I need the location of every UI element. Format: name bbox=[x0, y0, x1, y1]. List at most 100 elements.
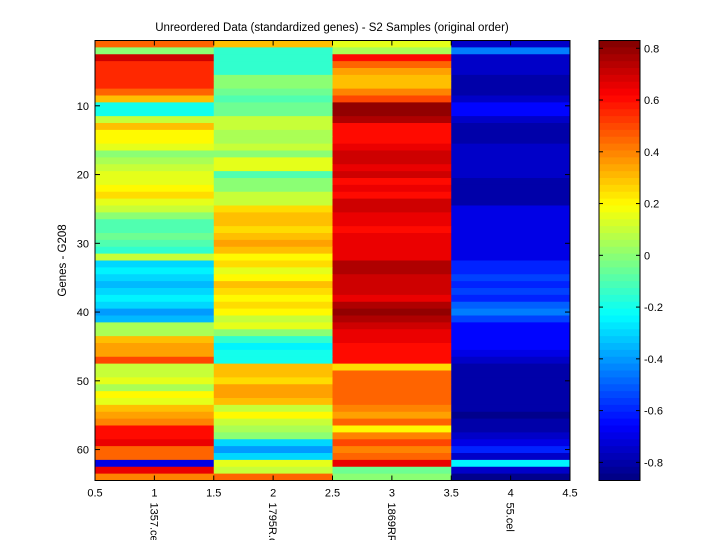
heatmap-cell bbox=[95, 308, 215, 316]
colorbar-segment bbox=[599, 178, 640, 186]
sample-labels: 1357.cel 1795R.c 1869RR 55.cel bbox=[147, 503, 515, 540]
heatmap-cell bbox=[95, 391, 215, 399]
colorbar-segment bbox=[599, 61, 640, 69]
heatmap-cell bbox=[332, 301, 452, 310]
heatmap-cell bbox=[451, 288, 571, 296]
heatmap-cell bbox=[332, 432, 452, 440]
heatmap-cell bbox=[332, 459, 452, 468]
heatmap-cell bbox=[95, 349, 215, 358]
heatmap-cell bbox=[213, 281, 333, 289]
heatmap-cell bbox=[451, 446, 571, 454]
y-tick-label: 40 bbox=[77, 307, 89, 319]
heatmap-cell bbox=[95, 459, 215, 468]
heatmap-cell bbox=[95, 267, 215, 275]
colorbar-segment bbox=[599, 219, 640, 227]
heatmap-cell bbox=[451, 411, 571, 420]
heatmap-cell bbox=[451, 205, 571, 213]
heatmap-cell bbox=[95, 157, 215, 165]
heatmap-cell bbox=[213, 377, 333, 385]
heatmap-cell bbox=[213, 143, 333, 151]
heatmap-cell bbox=[332, 315, 452, 323]
x-tick-label: 2.5 bbox=[325, 488, 340, 500]
heatmap-cell bbox=[332, 157, 452, 165]
heatmap-cell bbox=[451, 116, 571, 124]
sample-label: 1795R.c bbox=[266, 503, 278, 540]
heatmap-cell bbox=[95, 294, 215, 303]
colorbar-segment bbox=[599, 253, 640, 261]
heatmap-cell bbox=[332, 81, 452, 90]
colorbar-tick-label: -0.2 bbox=[644, 302, 663, 314]
colorbar-segment bbox=[599, 109, 640, 117]
heatmap-cell bbox=[213, 178, 333, 186]
heatmap-cell bbox=[213, 88, 333, 96]
heatmap-cell bbox=[213, 453, 333, 461]
heatmap-cell bbox=[332, 95, 452, 103]
heatmap-cell bbox=[332, 377, 452, 385]
colorbar-segment bbox=[599, 102, 640, 110]
heatmap-cell bbox=[332, 171, 452, 179]
heatmap-cell bbox=[451, 191, 571, 200]
heatmap-cell bbox=[213, 116, 333, 124]
heatmap-cell bbox=[95, 377, 215, 385]
heatmap-cell bbox=[451, 246, 571, 255]
heatmap-cell bbox=[213, 439, 333, 447]
heatmap-cell bbox=[332, 239, 452, 248]
colorbar-segment bbox=[599, 404, 640, 413]
heatmap-cell bbox=[95, 129, 215, 138]
colorbar-segment bbox=[599, 301, 640, 310]
heatmap-cell bbox=[213, 363, 333, 371]
heatmap-cell bbox=[451, 253, 571, 261]
heatmap-cell bbox=[332, 281, 452, 289]
heatmap-cell bbox=[332, 453, 452, 461]
colorbar-segment bbox=[599, 356, 640, 365]
heatmap-cell bbox=[451, 129, 571, 138]
heatmap-cell bbox=[95, 212, 215, 220]
colorbar-segment bbox=[599, 246, 640, 255]
heatmap-cell bbox=[332, 123, 452, 131]
heatmap-cell bbox=[95, 219, 215, 227]
heatmap-cell bbox=[213, 239, 333, 248]
colorbar-segment bbox=[599, 363, 640, 371]
heatmap-cell bbox=[332, 212, 452, 220]
colorbar-segment bbox=[599, 288, 640, 296]
heatmap-cell bbox=[213, 81, 333, 90]
heatmap-cell bbox=[451, 164, 571, 172]
heatmap-cell bbox=[451, 81, 571, 90]
heatmap-cell bbox=[213, 466, 333, 475]
heatmap-cell bbox=[213, 356, 333, 365]
heatmap-cell bbox=[95, 439, 215, 447]
heatmap-cell bbox=[213, 212, 333, 220]
heatmap-cell bbox=[451, 212, 571, 220]
heatmap-cell bbox=[451, 88, 571, 96]
heatmap-cell bbox=[213, 308, 333, 316]
heatmap-cell bbox=[95, 184, 215, 193]
colorbar-segment bbox=[599, 129, 640, 138]
heatmap-cell bbox=[95, 322, 215, 330]
x-tick-label: 3.5 bbox=[444, 488, 459, 500]
colorbar-segment bbox=[599, 308, 640, 316]
chart-title: Unreordered Data (standardized genes) - … bbox=[155, 22, 509, 34]
colorbar-segment bbox=[599, 466, 640, 475]
heatmap-cell bbox=[451, 384, 571, 392]
heatmap-cell bbox=[332, 54, 452, 62]
colorbar-segment bbox=[599, 198, 640, 206]
heatmap-cell bbox=[213, 47, 333, 55]
heatmap-cell bbox=[332, 198, 452, 206]
colorbar-tick-label: -0.8 bbox=[644, 457, 663, 469]
heatmap-cell bbox=[95, 150, 215, 158]
colorbar-segment bbox=[599, 329, 640, 337]
heatmap-cell bbox=[95, 404, 215, 413]
heatmap-cell bbox=[451, 150, 571, 158]
heatmap-cell bbox=[213, 301, 333, 310]
heatmap-cell bbox=[95, 226, 215, 234]
heatmap-cell bbox=[332, 439, 452, 447]
colorbar-segment bbox=[599, 336, 640, 344]
heatmap-cell bbox=[213, 315, 333, 323]
heatmap-cell bbox=[95, 136, 215, 145]
colorbar-segment bbox=[599, 294, 640, 303]
heatmap-cell bbox=[95, 343, 215, 351]
colorbar-segment bbox=[599, 81, 640, 90]
heatmap-cell bbox=[451, 226, 571, 234]
heatmap-cell bbox=[213, 226, 333, 234]
colorbar-axis: 0.8 0.6 0.4 0.2 0 -0.2 -0.4 -0.6 -0.8 bbox=[599, 43, 663, 469]
